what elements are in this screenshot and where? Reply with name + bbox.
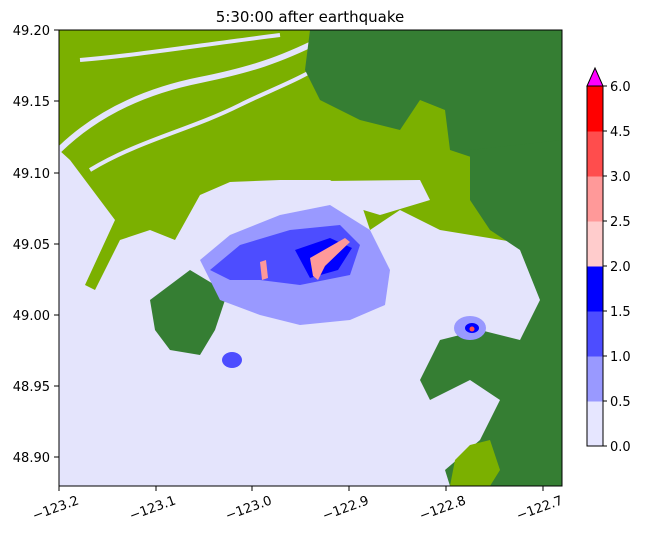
colorbar-segment: [587, 131, 603, 177]
x-tick-label: −122.9: [321, 493, 371, 524]
colorbar-tick-label: 1.0: [610, 350, 631, 365]
plume-east-peak: [469, 326, 475, 332]
colorbar-tick-label: 2.5: [610, 215, 631, 230]
colorbar-segment: [587, 356, 603, 402]
colorbar-tick-label: 0.5: [610, 395, 631, 410]
x-tick-label: −122.8: [418, 493, 468, 524]
x-tick-label: −122.7: [515, 493, 565, 524]
colorbar-tick-label: 0.0: [610, 440, 631, 455]
colorbar-extend-arrow: [586, 66, 604, 87]
colorbar-segment: [587, 176, 603, 222]
plot-frame: [58, 29, 563, 487]
y-axis: 49.20 49.15 49.10 49.05 49.00 48.95 48.9…: [13, 24, 59, 466]
x-tick-label: −123.1: [128, 493, 178, 524]
colorbar-segment: [587, 86, 603, 132]
colorbar-segment: [587, 221, 603, 267]
colorbar-segment: [587, 311, 603, 357]
colorbar-tick-label: 3.0: [610, 170, 631, 185]
y-tick-label: 49.05: [13, 238, 50, 253]
colorbar-tick-label: 6.0: [610, 80, 631, 95]
plume-roberts: [222, 352, 242, 368]
y-tick-label: 48.95: [13, 380, 50, 395]
colorbar-segment: [587, 401, 603, 447]
river-arm: [88, 58, 332, 172]
colorbar-segment: [587, 266, 603, 312]
x-tick-label: −123.0: [224, 493, 274, 524]
colorbar-tick-label: 1.5: [610, 305, 631, 320]
colorbar-tick-label: 2.0: [610, 260, 631, 275]
y-tick-label: 49.20: [13, 24, 50, 39]
river-top: [79, 33, 281, 62]
mid-water: [230, 180, 430, 215]
y-tick-label: 49.15: [13, 95, 50, 110]
plot-title: 5:30:00 after earthquake: [216, 8, 404, 26]
plume-west: [260, 260, 268, 280]
colorbar: 0.0 0.5 1.0 1.5 2.0 2.5 3.0 4.5 6.0: [586, 66, 631, 455]
y-tick-label: 49.00: [13, 309, 50, 324]
river: [59, 37, 322, 153]
highland-east: [420, 140, 562, 486]
plume-peak: [310, 238, 350, 280]
x-axis: −123.2 −123.1 −123.0 −122.9 −122.8 −122.…: [31, 486, 565, 524]
y-tick-label: 49.10: [13, 167, 50, 182]
x-tick-label: −123.2: [31, 493, 81, 524]
map-area: [58, 29, 563, 487]
colorbar-tick-label: 4.5: [610, 125, 631, 140]
y-tick-label: 48.90: [13, 451, 50, 466]
south-land: [450, 440, 500, 486]
